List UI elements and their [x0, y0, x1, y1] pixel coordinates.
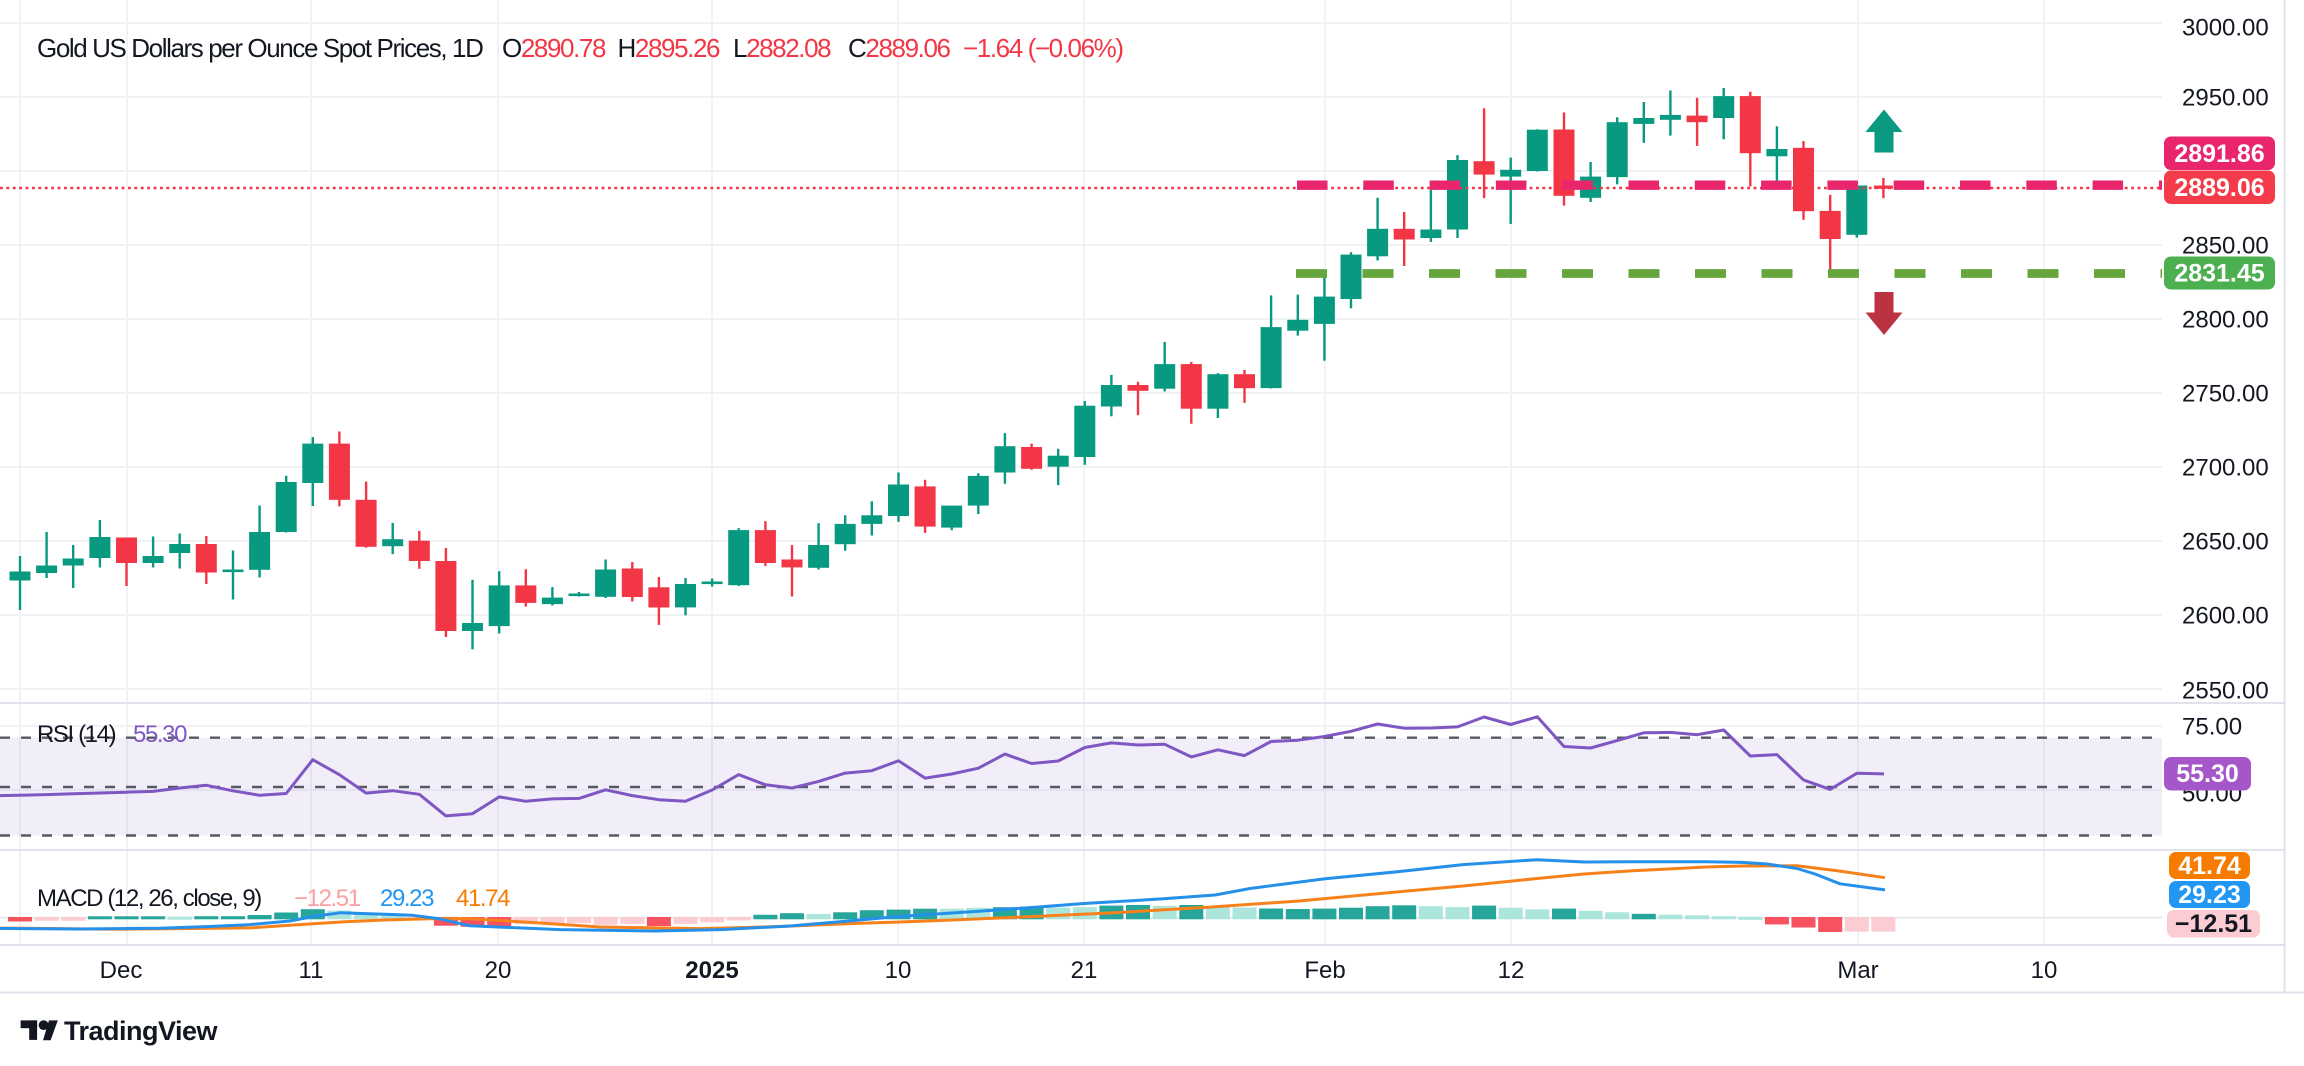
svg-text:2889.06: 2889.06 [2174, 174, 2264, 202]
svg-text:L2882.08: L2882.08 [733, 33, 831, 63]
svg-text:2950.00: 2950.00 [2182, 85, 2269, 112]
svg-text:2550.00: 2550.00 [2182, 678, 2269, 705]
svg-text:2800.00: 2800.00 [2182, 307, 2269, 334]
svg-text:O2890.78: O2890.78 [502, 33, 606, 63]
svg-text:3000.00: 3000.00 [2182, 15, 2269, 42]
svg-text:10: 10 [885, 957, 912, 984]
svg-text:20: 20 [485, 957, 512, 984]
svg-text:2025: 2025 [685, 957, 738, 984]
svg-text:29.23: 29.23 [2178, 881, 2241, 909]
svg-text:Mar: Mar [1837, 957, 1878, 984]
svg-text:10: 10 [2031, 957, 2058, 984]
svg-text:2700.00: 2700.00 [2182, 455, 2269, 482]
svg-text:29.23: 29.23 [380, 885, 434, 912]
svg-text:TradingView: TradingView [64, 1016, 219, 1046]
svg-text:55.30: 55.30 [2176, 760, 2239, 788]
svg-text:2831.45: 2831.45 [2174, 260, 2264, 288]
svg-text:2650.00: 2650.00 [2182, 529, 2269, 556]
svg-text:75.00: 75.00 [2182, 714, 2242, 741]
svg-text:41.74: 41.74 [2178, 852, 2241, 880]
svg-text:RSI (14): RSI (14) [37, 721, 116, 748]
svg-text:2600.00: 2600.00 [2182, 603, 2269, 630]
svg-text:21: 21 [1071, 957, 1098, 984]
svg-text:2750.00: 2750.00 [2182, 381, 2269, 408]
svg-text:Feb: Feb [1304, 957, 1345, 984]
svg-text:12: 12 [1498, 957, 1525, 984]
svg-text:H2895.26: H2895.26 [618, 33, 721, 63]
svg-text:2891.86: 2891.86 [2174, 140, 2264, 168]
svg-text:MACD (12, 26, close, 9): MACD (12, 26, close, 9) [37, 885, 261, 912]
svg-text:C2889.06: C2889.06 [848, 33, 951, 63]
svg-text:Gold US Dollars per Ounce Spot: Gold US Dollars per Ounce Spot Prices, 1… [37, 33, 483, 63]
svg-text:Dec: Dec [100, 957, 143, 984]
svg-text:41.74: 41.74 [456, 885, 510, 912]
svg-text:−12.51: −12.51 [294, 885, 361, 912]
svg-text:−12.51: −12.51 [2175, 910, 2252, 938]
svg-text:2850.00: 2850.00 [2182, 233, 2269, 260]
svg-text:55.30: 55.30 [133, 721, 187, 748]
svg-text:11: 11 [299, 957, 324, 984]
svg-text:−1.64 (−0.06%): −1.64 (−0.06%) [963, 33, 1123, 63]
